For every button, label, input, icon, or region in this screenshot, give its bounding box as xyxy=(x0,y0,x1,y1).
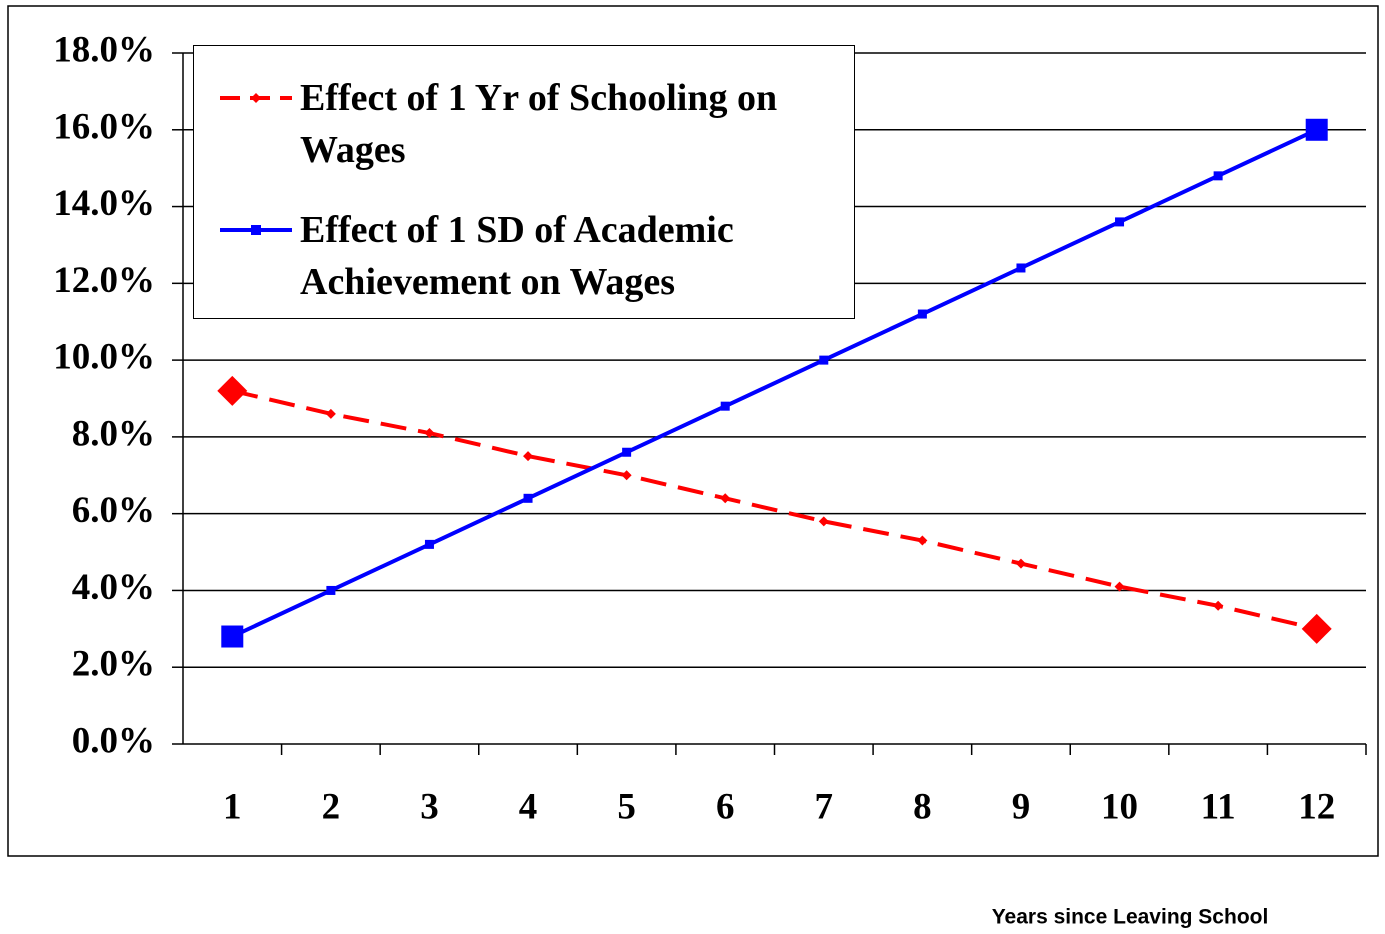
marker xyxy=(818,516,829,527)
marker xyxy=(424,428,435,439)
y-tick-label: 12.0% xyxy=(53,260,155,301)
marker xyxy=(622,447,632,457)
y-tick-label: 0.0% xyxy=(72,720,155,761)
y-tick-label: 8.0% xyxy=(72,413,155,454)
x-tick-label: 3 xyxy=(420,786,439,827)
marker xyxy=(1015,558,1026,569)
marker xyxy=(424,539,434,549)
marker xyxy=(1213,600,1224,611)
marker xyxy=(523,451,534,462)
series-line xyxy=(231,127,1318,639)
y-tick-label: 16.0% xyxy=(53,106,155,147)
x-tick-label: 11 xyxy=(1201,786,1236,827)
legend-entry: Effect of 1 SD of Academic Achievement o… xyxy=(220,204,854,308)
x-tick-label: 9 xyxy=(1012,786,1031,827)
x-tick-label: 12 xyxy=(1298,786,1335,827)
marker xyxy=(523,493,533,503)
y-tick-label: 4.0% xyxy=(72,567,155,608)
x-tick-label: 8 xyxy=(913,786,932,827)
legend: Effect of 1 Yr of Schooling on Wages Effe… xyxy=(193,45,855,319)
x-tick-label: 4 xyxy=(519,786,538,827)
marker xyxy=(917,535,928,546)
legend-entry: Effect of 1 Yr of Schooling on Wages xyxy=(220,72,854,176)
x-tick-label: 6 xyxy=(716,786,735,827)
marker xyxy=(1305,118,1328,141)
series-line xyxy=(231,388,1318,631)
x-tick-label: 2 xyxy=(322,786,341,827)
y-tick-label: 10.0% xyxy=(53,337,155,378)
marker xyxy=(621,470,632,481)
legend-swatch xyxy=(220,93,292,103)
marker xyxy=(1213,171,1223,181)
marker xyxy=(217,375,248,406)
legend-label: Effect of 1 SD of Academic Achievement o… xyxy=(300,209,734,303)
chart-frame xyxy=(7,5,1379,857)
marker xyxy=(720,401,730,411)
marker xyxy=(1016,263,1026,273)
legend-swatch xyxy=(220,225,292,235)
x-tick-label: 1 xyxy=(223,786,242,827)
marker xyxy=(1301,613,1332,644)
x-tick-label: 5 xyxy=(617,786,636,827)
marker xyxy=(326,585,336,595)
y-tick-label: 18.0% xyxy=(53,29,155,70)
y-tick-label: 2.0% xyxy=(72,644,155,685)
marker xyxy=(1114,581,1125,592)
marker xyxy=(251,225,261,235)
marker xyxy=(221,625,244,648)
y-tick-label: 14.0% xyxy=(53,183,155,224)
legend-label: Effect of 1 Yr of Schooling on Wages xyxy=(300,77,778,171)
marker xyxy=(819,355,829,365)
marker xyxy=(251,93,261,103)
x-axis-label: Years since Leaving School xyxy=(992,906,1269,929)
y-tick-label: 6.0% xyxy=(72,490,155,531)
marker xyxy=(720,493,731,504)
marker xyxy=(1115,217,1125,227)
marker xyxy=(917,309,927,319)
x-tick-label: 10 xyxy=(1101,786,1138,827)
x-tick-label: 7 xyxy=(815,786,834,827)
marker xyxy=(325,408,336,419)
